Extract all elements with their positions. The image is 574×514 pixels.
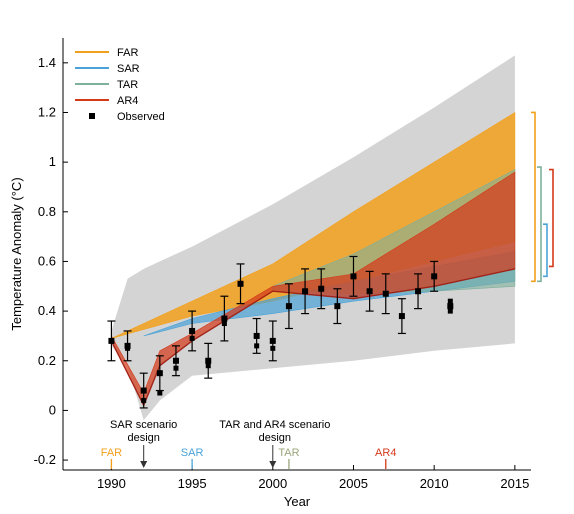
marker-ar4-label: AR4: [375, 447, 396, 459]
legend: FAR SAR TAR AR4 Observed: [75, 47, 165, 123]
obs-point: [350, 273, 357, 280]
obs-point-secondary: [254, 343, 260, 349]
observed-layer: [107, 255, 454, 409]
obs-point: [302, 288, 309, 295]
obs-point-secondary: [157, 390, 163, 396]
obs-point: [382, 290, 389, 297]
legend-label-sar: SAR: [117, 63, 140, 75]
obs-point: [205, 357, 212, 364]
obs-point-secondary: [173, 365, 179, 371]
obs-point: [140, 387, 147, 394]
y-tick-label: 0.4: [38, 303, 56, 318]
x-tick-label: 2015: [500, 476, 529, 491]
x-tick-label: 1990: [97, 476, 126, 491]
bracket-far: [531, 111, 536, 283]
range-brackets-layer: [531, 111, 554, 283]
obs-point: [334, 303, 341, 310]
obs-point-secondary: [205, 363, 211, 369]
obs-point: [431, 273, 438, 280]
axes-layer: -0.2 0 0.2 0.4 0.6 0.8 1 1.2 1.4 1990 1995 2000 2005…: [9, 55, 529, 509]
annotation-text: design: [259, 432, 291, 444]
obs-point: [221, 315, 228, 322]
plot-frame-layer: [62, 38, 531, 471]
obs-point-secondary: [221, 321, 227, 327]
obs-point: [237, 280, 244, 287]
bracket-sar: [543, 223, 548, 278]
annotation-text: design: [127, 432, 159, 444]
y-tick-label: 1.2: [38, 104, 56, 119]
x-tick-label: 2000: [258, 476, 287, 491]
x-axis-title: Year: [284, 494, 311, 509]
obs-point: [172, 357, 179, 364]
x-tick-label: 2005: [339, 476, 368, 491]
marker-far-label: FAR: [101, 447, 122, 459]
legend-label-observed: Observed: [117, 111, 165, 123]
obs-point: [447, 303, 454, 310]
y-axis-title: Temperature Anomaly (°C): [9, 177, 24, 330]
bracket-ar4: [549, 168, 554, 268]
y-tick-label: 0.8: [38, 204, 56, 219]
obs-point-secondary: [141, 397, 147, 403]
annotation-arrow-head: [140, 461, 148, 468]
y-tick-label: -0.2: [34, 452, 56, 467]
legend-label-tar: TAR: [117, 79, 138, 91]
obs-point: [156, 370, 163, 377]
legend-label-ar4: AR4: [117, 95, 138, 107]
obs-point: [398, 313, 405, 320]
y-tick-label: 1.4: [38, 55, 56, 70]
y-tick-label: 0.2: [38, 353, 56, 368]
marker-tar-label: TAR: [278, 447, 299, 459]
obs-point: [415, 288, 422, 295]
obs-point-secondary: [189, 335, 195, 341]
obs-point: [366, 288, 373, 295]
obs-point: [189, 327, 196, 334]
obs-point-secondary: [447, 308, 453, 314]
x-tick-label: 2010: [420, 476, 449, 491]
obs-point-secondary: [108, 338, 114, 344]
x-tick-label: 1995: [178, 476, 207, 491]
annotation-text: SAR scenario: [110, 419, 177, 431]
obs-point-secondary: [270, 345, 276, 351]
legend-swatch-observed: [89, 113, 95, 119]
bracket-tar: [537, 166, 542, 283]
annotation-arrow-head: [269, 461, 277, 468]
obs-point: [269, 337, 276, 344]
y-tick-label: 0.6: [38, 253, 56, 268]
obs-point: [318, 285, 325, 292]
legend-label-far: FAR: [117, 47, 138, 59]
obs-point-secondary: [125, 345, 131, 351]
marker-sar-label: SAR: [181, 447, 204, 459]
y-tick-label: 0: [49, 402, 56, 417]
obs-point: [285, 303, 292, 310]
obs-point-secondary: [447, 298, 453, 304]
obs-point: [253, 332, 260, 339]
y-tick-label: 1: [49, 154, 56, 169]
annotation-text: TAR and AR4 scenario: [219, 419, 330, 431]
